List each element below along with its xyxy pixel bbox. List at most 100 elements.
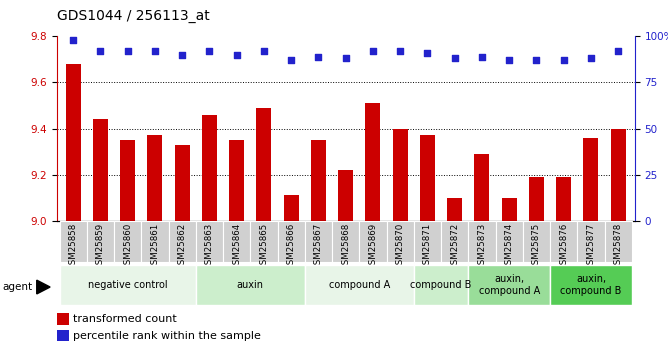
Point xyxy=(613,48,624,54)
Point xyxy=(259,48,269,54)
Point xyxy=(231,52,242,57)
Text: GSM25867: GSM25867 xyxy=(314,223,323,270)
Bar xyxy=(550,221,577,262)
Bar xyxy=(120,140,135,221)
Text: GSM25863: GSM25863 xyxy=(205,223,214,270)
Text: GSM25862: GSM25862 xyxy=(178,223,186,270)
Text: compound B: compound B xyxy=(410,280,472,290)
Bar xyxy=(523,221,550,262)
Bar xyxy=(223,221,250,262)
Bar xyxy=(59,265,196,305)
Bar xyxy=(556,177,571,221)
Bar xyxy=(387,221,414,262)
Text: GSM25858: GSM25858 xyxy=(69,223,77,270)
Bar xyxy=(229,140,244,221)
Bar xyxy=(393,128,407,221)
Text: auxin,
compound A: auxin, compound A xyxy=(478,274,540,296)
Text: GSM25877: GSM25877 xyxy=(587,223,595,270)
Bar xyxy=(57,314,69,325)
Text: GSM25873: GSM25873 xyxy=(478,223,486,270)
Text: GSM25869: GSM25869 xyxy=(369,223,377,270)
Point xyxy=(150,48,160,54)
Point xyxy=(122,48,133,54)
Bar xyxy=(93,119,108,221)
Point xyxy=(422,50,433,56)
Point xyxy=(586,56,597,61)
Text: auxin: auxin xyxy=(236,280,264,290)
Bar xyxy=(65,64,81,221)
Point xyxy=(67,37,78,43)
Text: GSM25872: GSM25872 xyxy=(450,223,459,270)
Text: negative control: negative control xyxy=(88,280,168,290)
Bar xyxy=(529,177,544,221)
Point xyxy=(313,54,324,59)
Point xyxy=(477,54,488,59)
Bar xyxy=(202,115,217,221)
Bar xyxy=(577,221,605,262)
Bar xyxy=(605,221,632,262)
Bar xyxy=(284,195,299,221)
Bar xyxy=(196,221,223,262)
Bar xyxy=(414,221,441,262)
Text: GSM25861: GSM25861 xyxy=(150,223,160,270)
Text: GSM25859: GSM25859 xyxy=(96,223,105,270)
Point xyxy=(177,52,188,57)
Bar xyxy=(468,221,496,262)
Bar xyxy=(305,221,332,262)
Bar xyxy=(305,265,414,305)
Text: percentile rank within the sample: percentile rank within the sample xyxy=(73,331,261,341)
Bar xyxy=(414,265,468,305)
Polygon shape xyxy=(37,280,50,294)
Point xyxy=(95,48,106,54)
Text: GSM25865: GSM25865 xyxy=(259,223,269,270)
Bar xyxy=(277,221,305,262)
Bar xyxy=(59,221,87,262)
Bar xyxy=(502,198,517,221)
Bar xyxy=(365,103,381,221)
Text: GSM25866: GSM25866 xyxy=(287,223,296,270)
Point xyxy=(367,48,378,54)
Bar xyxy=(468,265,550,305)
Bar xyxy=(474,154,490,221)
Text: GSM25874: GSM25874 xyxy=(505,223,514,270)
Text: GSM25860: GSM25860 xyxy=(123,223,132,270)
Bar xyxy=(441,221,468,262)
Text: agent: agent xyxy=(2,282,32,292)
Bar xyxy=(550,265,632,305)
Text: transformed count: transformed count xyxy=(73,314,177,324)
Bar xyxy=(611,128,626,221)
Bar xyxy=(114,221,141,262)
Text: GSM25864: GSM25864 xyxy=(232,223,241,270)
Text: GSM25871: GSM25871 xyxy=(423,223,432,270)
Bar xyxy=(196,265,305,305)
Bar xyxy=(332,221,359,262)
Bar xyxy=(496,221,523,262)
Bar xyxy=(168,221,196,262)
Bar xyxy=(174,145,190,221)
Point xyxy=(204,48,214,54)
Point xyxy=(341,56,351,61)
Point xyxy=(558,58,569,63)
Bar xyxy=(311,140,326,221)
Point xyxy=(286,58,297,63)
Bar xyxy=(57,330,69,342)
Bar xyxy=(87,221,114,262)
Text: GSM25876: GSM25876 xyxy=(559,223,568,270)
Bar xyxy=(583,138,599,221)
Text: auxin,
compound B: auxin, compound B xyxy=(560,274,622,296)
Bar xyxy=(338,170,353,221)
Point xyxy=(450,56,460,61)
Bar xyxy=(148,136,162,221)
Point xyxy=(395,48,405,54)
Text: GSM25875: GSM25875 xyxy=(532,223,541,270)
Text: compound A: compound A xyxy=(329,280,390,290)
Bar xyxy=(420,136,435,221)
Bar xyxy=(359,221,387,262)
Bar xyxy=(141,221,168,262)
Point xyxy=(531,58,542,63)
Bar xyxy=(447,198,462,221)
Bar xyxy=(257,108,271,221)
Text: GSM25878: GSM25878 xyxy=(614,223,623,270)
Text: GDS1044 / 256113_at: GDS1044 / 256113_at xyxy=(57,9,210,23)
Text: GSM25870: GSM25870 xyxy=(395,223,405,270)
